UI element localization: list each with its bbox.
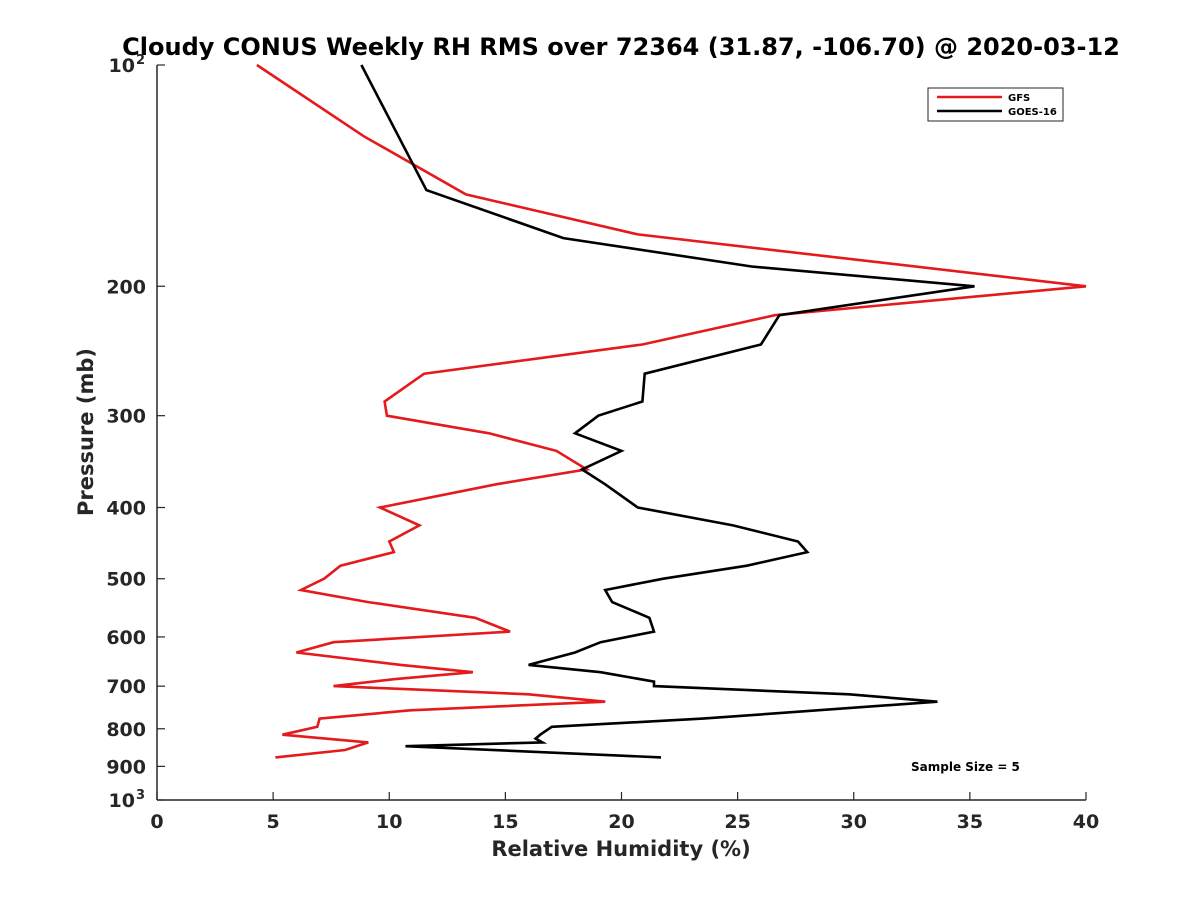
y-tick-label: 300: [106, 406, 146, 428]
x-tick-label: 0: [150, 811, 163, 833]
y-tick-label: 600: [106, 627, 146, 649]
y-tick-exponent: 3: [136, 788, 145, 803]
y-tick-label: 800: [106, 719, 146, 741]
legend-label: GFS: [1008, 93, 1030, 104]
sample-size-annotation: Sample Size = 5: [911, 760, 1020, 774]
y-tick-label: 700: [106, 676, 146, 698]
y-tick-label: 500: [106, 569, 146, 591]
y-tick-label: 400: [106, 498, 146, 520]
axes: [156, 65, 1086, 801]
y-axis-label: Pressure (mb): [74, 348, 98, 516]
series-line-gfs: [256, 63, 1087, 759]
legend-label: GOES-16: [1008, 107, 1057, 118]
x-tick-label: 35: [957, 811, 983, 833]
y-tick-label: 10: [109, 790, 135, 812]
series-line-goes-16: [360, 64, 975, 759]
legend-box: [927, 87, 1064, 122]
x-tick-label: 10: [376, 811, 402, 833]
y-tick-label: 200: [106, 276, 146, 298]
legend: GFS GOES-16: [927, 87, 1064, 122]
x-tick-label: 5: [267, 811, 280, 833]
x-ticks: 0 5 10 15 20 25 30 35 40: [150, 792, 1099, 833]
y-tick-label: 10: [109, 55, 135, 77]
plot-area: [256, 63, 1087, 759]
x-tick-label: 15: [492, 811, 518, 833]
x-tick-label: 20: [608, 811, 634, 833]
x-tick-label: 30: [841, 811, 867, 833]
chart-title: Cloudy CONUS Weekly RH RMS over 72364 (3…: [122, 33, 1120, 61]
x-tick-label: 25: [724, 811, 750, 833]
y-tick-label: 900: [106, 756, 146, 778]
x-axis-label: Relative Humidity (%): [491, 837, 750, 861]
y-tick-exponent: 2: [136, 53, 145, 68]
x-tick-label: 40: [1073, 811, 1099, 833]
